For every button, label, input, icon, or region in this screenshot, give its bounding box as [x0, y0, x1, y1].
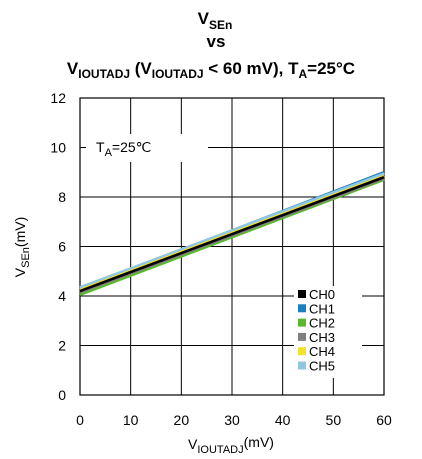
legend-swatch-ch5	[298, 361, 306, 370]
y-tick-label: 2	[58, 338, 66, 354]
y-tick-label: 6	[58, 239, 66, 255]
legend-label-ch4: CH4	[309, 344, 335, 359]
legend-swatch-ch2	[298, 318, 306, 327]
y-tick-label: 4	[58, 288, 66, 304]
y-tick-label: 10	[50, 140, 66, 156]
annotation-background	[86, 134, 208, 162]
x-tick-label: 10	[123, 412, 139, 428]
x-axis-label: VIOUTADJ(mV)	[188, 434, 274, 456]
x-tick-labels: 0 10 20 30 40 50 60	[76, 412, 392, 428]
chart-title-line1: VSEn	[198, 9, 233, 32]
x-tick-label: 60	[376, 412, 392, 428]
legend-label-ch0: CH0	[309, 287, 335, 302]
legend-swatch-ch1	[298, 304, 306, 313]
legend-swatch-ch3	[298, 332, 306, 341]
legend-label-ch1: CH1	[309, 301, 335, 316]
x-tick-label: 40	[275, 412, 291, 428]
y-tick-label: 8	[58, 189, 66, 205]
grid-lines	[79, 97, 385, 396]
y-axis-label: VSEn(mV)	[12, 217, 32, 277]
legend-swatch-ch0	[298, 290, 306, 298]
x-tick-label: 30	[224, 412, 240, 428]
plot-frame	[79, 97, 385, 396]
y-tick-labels: 0 2 4 6 8 10 12	[50, 90, 66, 403]
legend-label-ch3: CH3	[309, 330, 335, 345]
y-tick-label: 12	[50, 90, 66, 106]
series-line-ch5	[79, 172, 385, 289]
y-tick-label: 0	[58, 387, 66, 403]
series-line-ch2	[79, 178, 385, 296]
temperature-annotation: TA=25℃	[96, 139, 151, 159]
x-tick-label: 0	[76, 412, 84, 428]
chart-title-line2: vs	[207, 32, 226, 51]
series-line-ch0	[79, 175, 385, 293]
legend-label-ch2: CH2	[309, 316, 335, 331]
x-tick-label: 50	[326, 412, 342, 428]
chart-title-line3: VIOUTADJ (VIOUTADJ < 60 mV), TA=25°C	[67, 59, 355, 81]
legend-swatch-ch4	[298, 347, 306, 356]
x-tick-label: 20	[174, 412, 190, 428]
series-lines	[79, 171, 385, 296]
legend-label-ch5: CH5	[309, 359, 335, 374]
